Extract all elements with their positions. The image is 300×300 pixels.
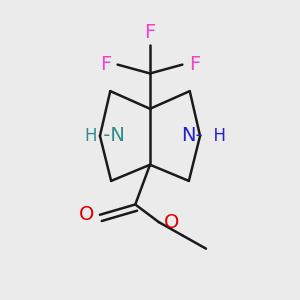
Text: F: F xyxy=(189,55,200,74)
Text: -N: -N xyxy=(97,126,125,146)
Text: N-: N- xyxy=(182,126,203,146)
Text: O: O xyxy=(164,213,179,232)
Text: F: F xyxy=(144,23,156,42)
Text: H: H xyxy=(203,127,226,145)
Text: O: O xyxy=(79,205,94,224)
Text: H: H xyxy=(85,127,97,145)
Text: F: F xyxy=(100,55,111,74)
